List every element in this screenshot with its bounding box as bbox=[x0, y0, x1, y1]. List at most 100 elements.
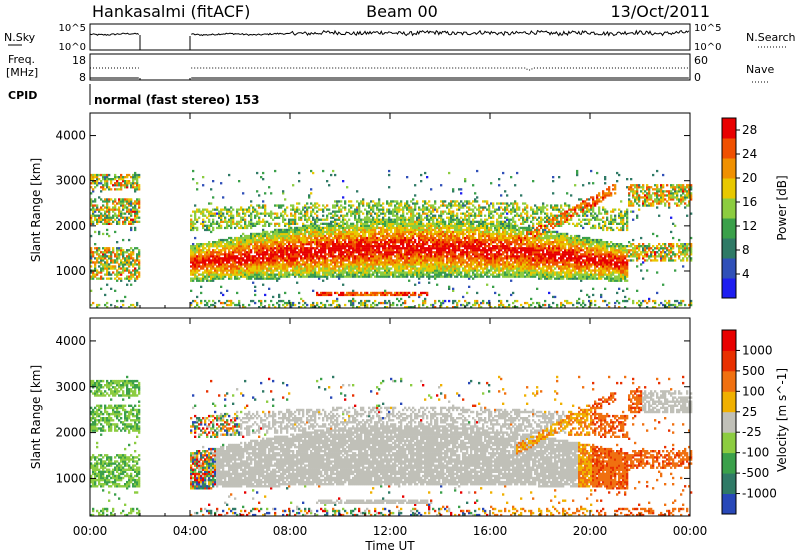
power-cell bbox=[414, 253, 416, 255]
power-cell bbox=[462, 233, 464, 235]
power-cell bbox=[432, 206, 434, 208]
power-cell bbox=[350, 271, 352, 273]
power-cell bbox=[92, 278, 94, 280]
power-cell bbox=[204, 247, 206, 249]
power-cell bbox=[452, 239, 454, 241]
power-cell bbox=[396, 271, 398, 273]
power-cell bbox=[262, 257, 264, 259]
power-cell bbox=[116, 184, 118, 186]
power-cell bbox=[418, 294, 420, 296]
power-cell bbox=[372, 241, 374, 243]
power-cell bbox=[276, 215, 278, 217]
power-cell bbox=[134, 217, 136, 219]
power-cell bbox=[322, 229, 324, 231]
power-cell bbox=[360, 243, 362, 245]
power-cell bbox=[202, 276, 204, 278]
power-cell bbox=[218, 269, 220, 271]
power-cell bbox=[410, 213, 412, 215]
power-cell bbox=[230, 274, 232, 276]
power-cell bbox=[118, 274, 120, 276]
power-cell bbox=[220, 257, 222, 259]
power-cell bbox=[226, 227, 228, 229]
power-cell bbox=[256, 190, 258, 192]
power-cell bbox=[334, 251, 336, 253]
power-cell bbox=[220, 292, 222, 294]
power-cell bbox=[120, 200, 122, 202]
power-cell bbox=[250, 215, 252, 217]
power-cell bbox=[414, 257, 416, 259]
power-cell bbox=[340, 241, 342, 243]
power-cell bbox=[244, 276, 246, 278]
power-cell bbox=[394, 227, 396, 229]
power-cell bbox=[300, 243, 302, 245]
power-cell bbox=[210, 231, 212, 233]
power-cell bbox=[400, 294, 402, 296]
power-cell bbox=[460, 221, 462, 223]
power-cell bbox=[318, 269, 320, 271]
power-cell bbox=[124, 213, 126, 215]
power-cell bbox=[282, 257, 284, 259]
power-cell bbox=[256, 247, 258, 249]
power-cell bbox=[370, 304, 372, 306]
power-cell bbox=[328, 223, 330, 225]
power-cell bbox=[338, 269, 340, 271]
power-cell bbox=[288, 223, 290, 225]
power-cell bbox=[424, 239, 426, 241]
power-cell bbox=[326, 278, 328, 280]
power-cell bbox=[288, 229, 290, 231]
power-cell bbox=[320, 219, 322, 221]
power-cell bbox=[334, 247, 336, 249]
power-cell bbox=[294, 251, 296, 253]
power-cell bbox=[302, 249, 304, 251]
power-cell bbox=[372, 217, 374, 219]
power-cell bbox=[404, 292, 406, 294]
power-cell bbox=[292, 249, 294, 251]
power-cell bbox=[416, 271, 418, 273]
power-cell bbox=[256, 257, 258, 259]
power-cell bbox=[328, 237, 330, 239]
power-cell bbox=[218, 265, 220, 267]
power-cell bbox=[464, 247, 466, 249]
power-cell bbox=[366, 251, 368, 253]
power-cell bbox=[430, 259, 432, 261]
noise-right-label: N.Search bbox=[746, 31, 796, 44]
power-cell bbox=[262, 259, 264, 261]
power-cell bbox=[410, 229, 412, 231]
power-cell bbox=[418, 239, 420, 241]
power-cell bbox=[312, 235, 314, 237]
power-cell bbox=[428, 204, 430, 206]
power-cell bbox=[366, 237, 368, 239]
power-cell bbox=[388, 202, 390, 204]
power-cell bbox=[328, 274, 330, 276]
power-cell bbox=[212, 196, 214, 198]
power-cell bbox=[296, 274, 298, 276]
power-cell bbox=[290, 239, 292, 241]
power-cell bbox=[262, 233, 264, 235]
power-cell bbox=[382, 239, 384, 241]
power-cell bbox=[308, 219, 310, 221]
power-cell bbox=[280, 274, 282, 276]
power-cell bbox=[212, 280, 214, 282]
power-cell bbox=[356, 259, 358, 261]
power-cell bbox=[204, 253, 206, 255]
power-cell bbox=[348, 235, 350, 237]
power-cell bbox=[380, 241, 382, 243]
power-cell bbox=[210, 304, 212, 306]
power-cell bbox=[212, 241, 214, 243]
power-cell bbox=[400, 243, 402, 245]
power-cell bbox=[394, 259, 396, 261]
power-cell bbox=[254, 247, 256, 249]
power-cell bbox=[380, 261, 382, 263]
power-cell bbox=[330, 221, 332, 223]
power-cell bbox=[302, 300, 304, 302]
power-cell bbox=[466, 265, 468, 267]
power-cell bbox=[218, 263, 220, 265]
power-cell bbox=[274, 225, 276, 227]
power-cell bbox=[298, 180, 300, 182]
power-cell bbox=[294, 227, 296, 229]
power-cell bbox=[452, 300, 454, 302]
power-cell bbox=[284, 225, 286, 227]
power-cell bbox=[404, 202, 406, 204]
power-cell bbox=[106, 198, 108, 200]
power-cell bbox=[382, 302, 384, 304]
